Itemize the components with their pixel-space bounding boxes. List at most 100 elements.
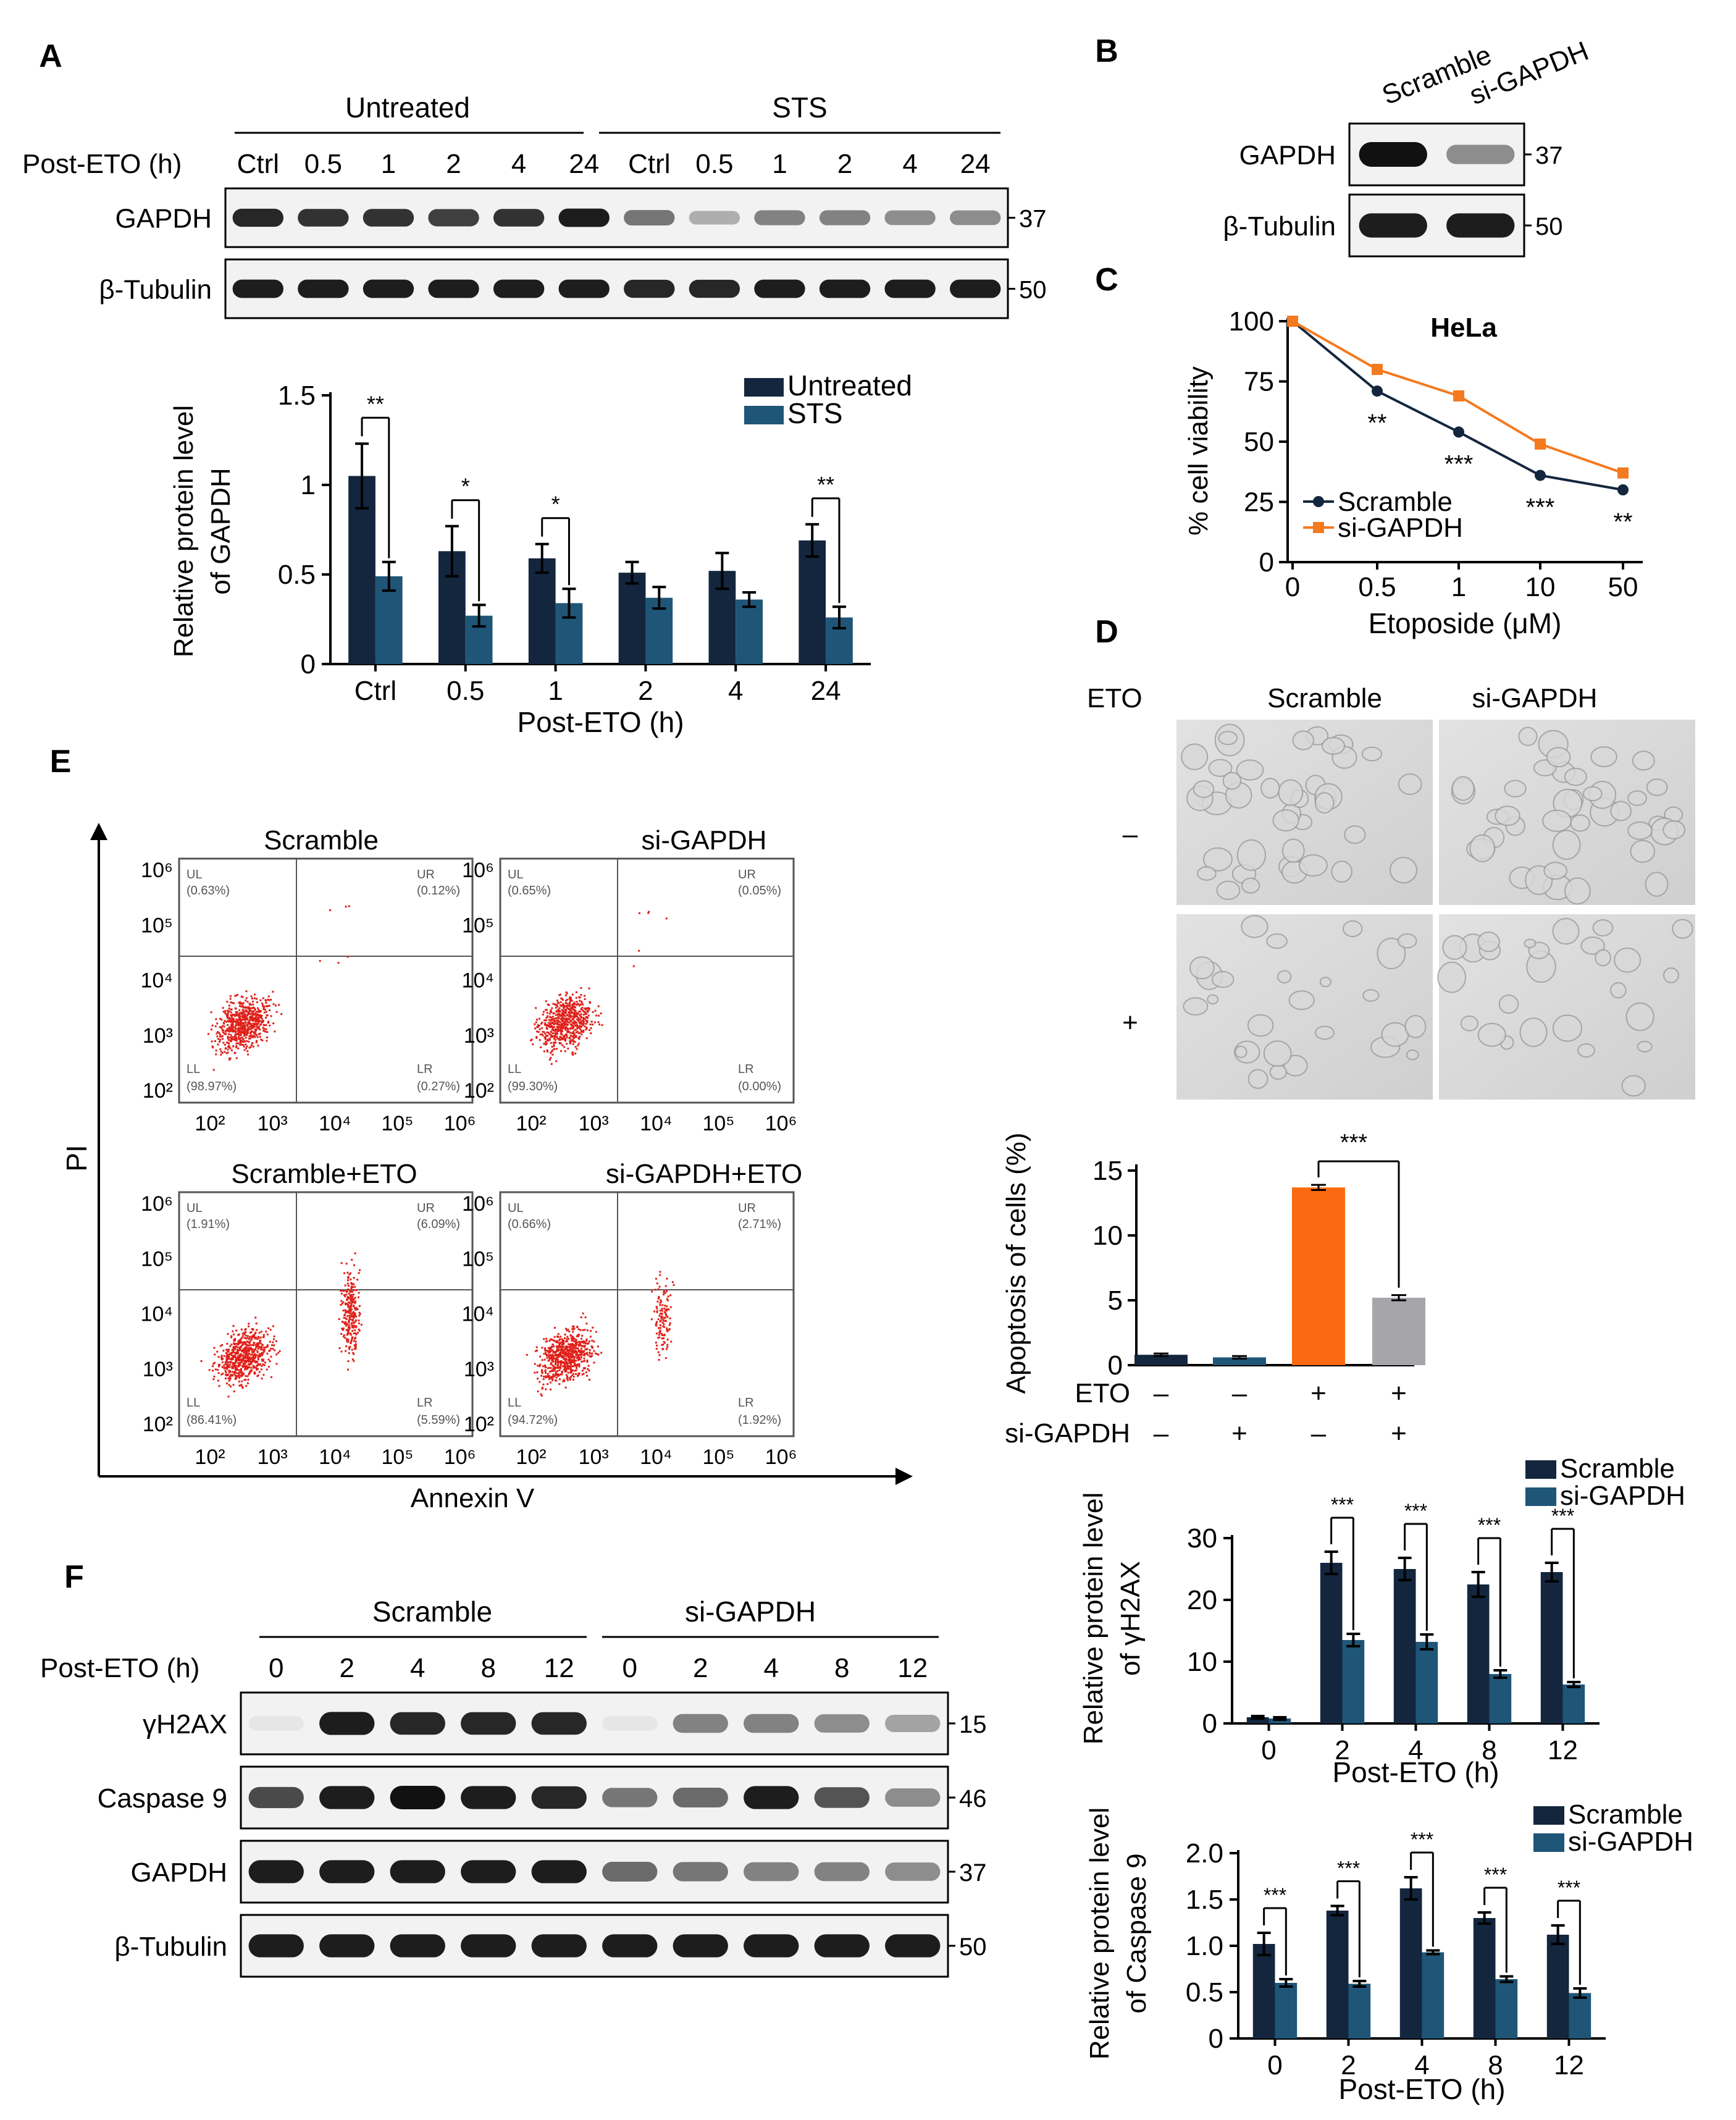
flow-dot [258, 1355, 261, 1358]
flow-dot [575, 1022, 577, 1024]
flow-x-tick-label: 10⁴ [319, 1445, 351, 1469]
cell-shape [1625, 1002, 1654, 1032]
flow-dot [238, 1038, 240, 1040]
flow-dot [223, 1355, 225, 1357]
flow-dot [572, 1358, 575, 1361]
flow-dot [244, 1354, 246, 1357]
flow-dot [579, 1003, 582, 1006]
flow-dot [551, 1359, 553, 1361]
flow-dot [237, 1028, 240, 1031]
flow-dot [237, 1341, 240, 1344]
flow-dot [567, 1349, 569, 1352]
flow-dot [566, 1043, 568, 1045]
cell-shape [1621, 1075, 1646, 1097]
flow-dot [567, 1353, 569, 1355]
flow-dot [564, 1038, 566, 1040]
flow-dot [348, 1309, 350, 1311]
flow-dot [246, 1028, 248, 1030]
flow-dot [588, 1029, 590, 1032]
flow-dot [534, 1371, 536, 1374]
bar-series-2 [1348, 1983, 1371, 2038]
flow-dot [234, 1365, 237, 1368]
flow-dot [562, 1380, 564, 1382]
flow-dot [564, 1015, 566, 1017]
flow-dot [665, 1285, 667, 1287]
flow-dot [254, 1028, 256, 1030]
flow-dot [262, 1350, 265, 1353]
flow-dot [598, 1023, 601, 1025]
flow-dot [234, 1029, 237, 1032]
flow-dot [553, 1023, 555, 1025]
flow-dot [559, 1366, 561, 1368]
flow-dot [231, 1036, 233, 1038]
flow-dot [568, 1018, 570, 1020]
flow-dot [574, 1041, 576, 1043]
flow-dot [232, 1022, 234, 1024]
flow-dot [235, 1353, 237, 1355]
flow-dot [552, 1355, 555, 1357]
flow-dot [587, 1011, 589, 1013]
flow-dot [582, 1024, 584, 1027]
flow-y-tick-label: 10³ [464, 1358, 494, 1381]
flow-dot [260, 1038, 262, 1041]
flow-dot [257, 1344, 259, 1347]
flow-dot [220, 1035, 223, 1038]
flow-dot [234, 1020, 237, 1022]
flow-dot [230, 1038, 233, 1040]
flow-dot [245, 1357, 248, 1360]
flow-dot [344, 1337, 346, 1339]
flow-dot [220, 1026, 222, 1028]
flow-dot [243, 1027, 246, 1030]
legend-swatch [1525, 1460, 1556, 1479]
flow-dot [581, 1016, 583, 1019]
flow-dot [544, 1349, 547, 1352]
flow-dot [236, 1012, 238, 1015]
flow-dot [574, 1046, 577, 1048]
flow-dot [665, 1309, 667, 1311]
flow-dot [241, 1332, 244, 1335]
flow-dot [548, 1376, 550, 1379]
flow-dot [584, 1316, 587, 1319]
flow-dot [241, 1380, 243, 1382]
flow-dot [563, 1046, 566, 1048]
blot-band [814, 1787, 870, 1808]
flow-dot [348, 1346, 350, 1348]
cell-shape [1344, 825, 1366, 844]
flow-dot [212, 1369, 214, 1372]
flow-dot [254, 1372, 256, 1374]
flow-dot [265, 1331, 267, 1333]
flow-dot [669, 1322, 671, 1324]
flow-dot [346, 956, 349, 958]
blot-band [754, 210, 805, 225]
flow-dot [564, 1369, 567, 1372]
flow-dot [563, 1368, 565, 1371]
flow-dot [565, 991, 568, 994]
flow-dot [254, 1348, 257, 1350]
flow-dot [589, 1336, 592, 1338]
flow-dot [227, 1027, 229, 1030]
flow-dot [562, 1003, 564, 1005]
flow-dot [540, 1394, 543, 1397]
flow-dot [259, 999, 262, 1001]
flow-dot [352, 1326, 354, 1329]
flow-dot [552, 1357, 555, 1359]
flow-dot [665, 917, 668, 920]
flow-dot [241, 1043, 244, 1046]
flow-dot [555, 1363, 557, 1366]
flow-dot [551, 1007, 553, 1009]
flow-dot [663, 1291, 665, 1293]
flow-dot [242, 1038, 245, 1041]
flow-dot [229, 1366, 231, 1368]
flow-dot [667, 1295, 669, 1298]
flow-dot [343, 1316, 345, 1319]
kda-label: 37 [1535, 142, 1563, 169]
flow-dot [237, 1033, 240, 1035]
flow-dot [558, 1344, 561, 1346]
flow-dot [588, 987, 590, 990]
flow-dot [257, 1342, 259, 1345]
flow-dot [561, 1011, 564, 1014]
flow-dot [668, 1308, 670, 1311]
flow-dot [341, 1327, 343, 1330]
kda-label: 37 [1019, 206, 1047, 233]
cell-shape [1442, 935, 1467, 960]
